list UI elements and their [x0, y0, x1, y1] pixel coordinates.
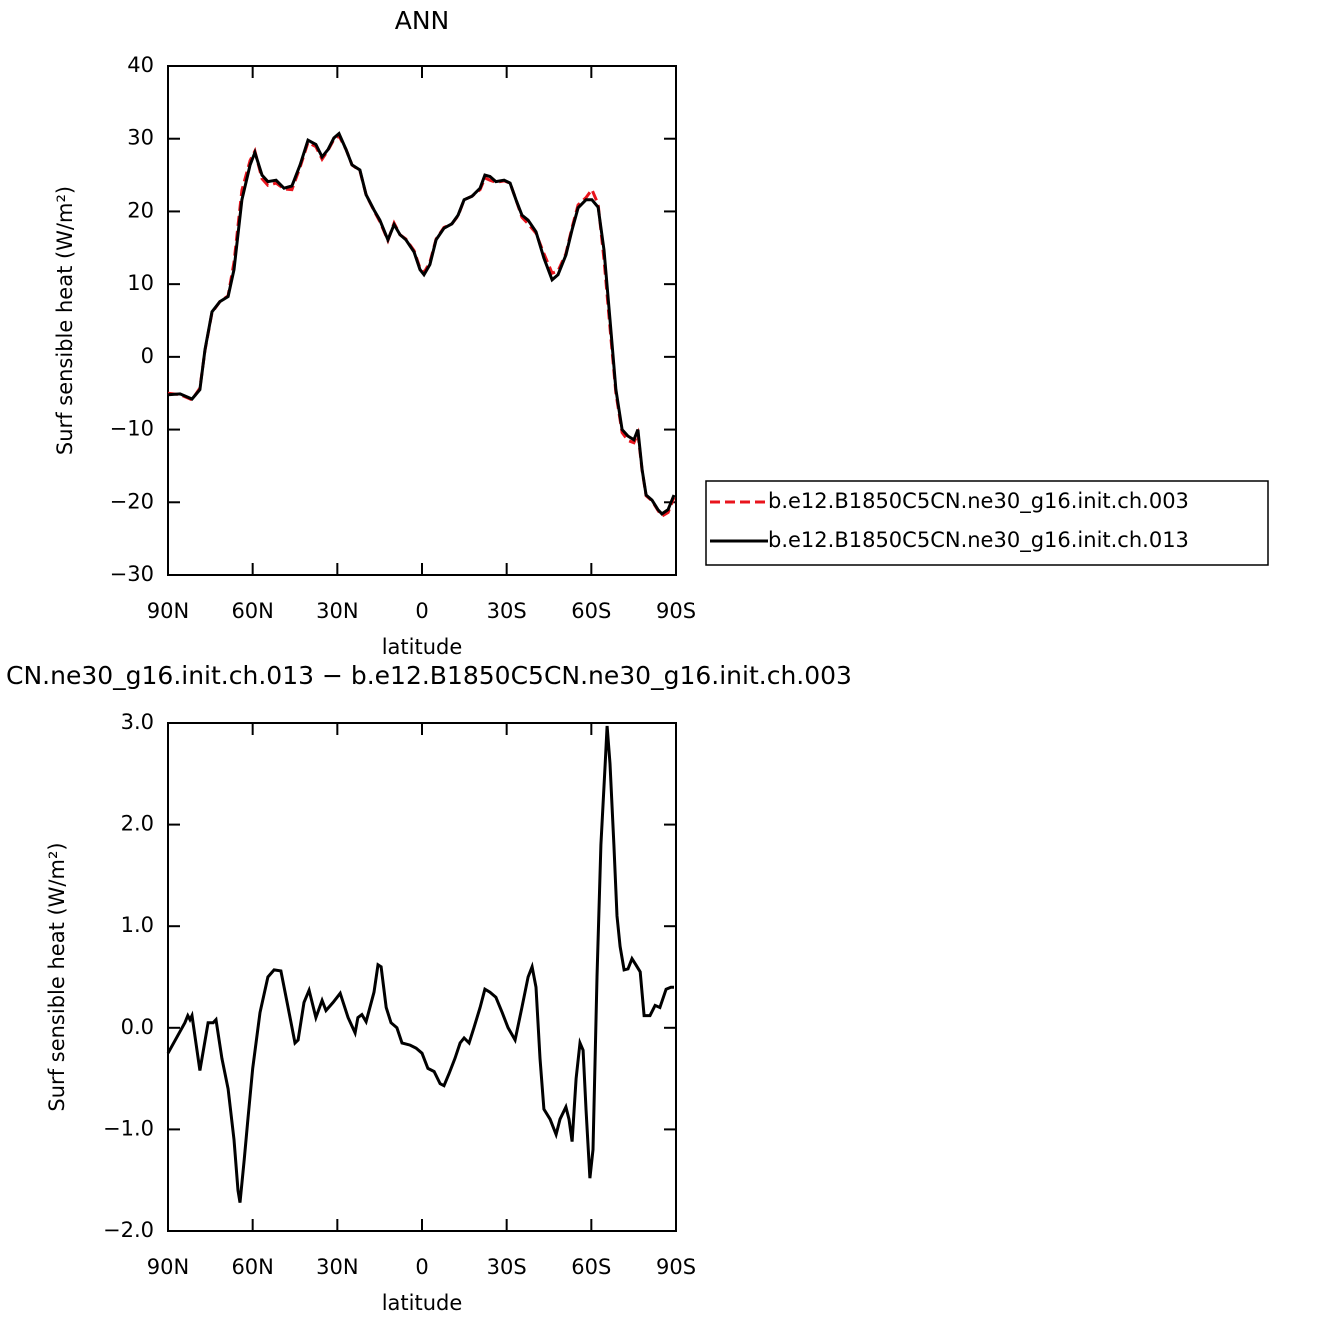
chart-title: CN.ne30_g16.init.ch.013 − b.e12.B1850C5C…: [6, 661, 852, 690]
data-line: [166, 725, 674, 1203]
x-tick-label: 30S: [487, 599, 527, 623]
legend-box: [705, 480, 1269, 566]
chart-title: ANN: [395, 6, 450, 35]
x-axis-label: latitude: [382, 635, 463, 659]
y-tick-label: 2.0: [121, 812, 154, 836]
y-tick-label: 1.0: [121, 913, 154, 937]
x-tick-label: 60N: [231, 1255, 273, 1279]
x-tick-label: 60S: [571, 599, 611, 623]
y-tick-label: 0.0: [121, 1015, 154, 1039]
y-tick-label: 30: [127, 126, 154, 150]
plot-frame: [167, 65, 677, 576]
x-tick-label: 0: [415, 1255, 428, 1279]
y-tick-label: 3.0: [121, 710, 154, 734]
y-tick-label: 10: [127, 271, 154, 295]
y-tick-label: −2.0: [103, 1218, 154, 1242]
legend-label: b.e12.B1850C5CN.ne30_g16.init.ch.013: [768, 528, 1189, 553]
y-tick-label: −20: [110, 489, 154, 513]
data-line: [167, 131, 676, 516]
x-tick-label: 60S: [571, 1255, 611, 1279]
y-tick-label: 20: [127, 198, 154, 222]
x-tick-label: 90S: [656, 1255, 696, 1279]
x-tick-label: 30N: [316, 1255, 358, 1279]
x-tick-label: 90S: [656, 599, 696, 623]
legend-label: b.e12.B1850C5CN.ne30_g16.init.ch.003: [768, 489, 1189, 514]
x-tick-label: 30S: [487, 1255, 527, 1279]
x-tick-label: 60N: [231, 599, 273, 623]
y-tick-label: 40: [127, 53, 154, 77]
y-tick-label: −10: [110, 417, 154, 441]
x-axis-label: latitude: [382, 1291, 463, 1315]
y-axis-label: Surf sensible heat (W/m²): [45, 842, 69, 1111]
x-tick-label: 0: [415, 599, 428, 623]
y-tick-label: 0: [141, 344, 154, 368]
y-tick-label: −1.0: [103, 1116, 154, 1140]
x-tick-label: 90N: [147, 1255, 189, 1279]
x-tick-label: 90N: [147, 599, 189, 623]
y-axis-label: Surf sensible heat (W/m²): [53, 186, 77, 455]
x-tick-label: 30N: [316, 599, 358, 623]
y-tick-label: −30: [110, 562, 154, 586]
